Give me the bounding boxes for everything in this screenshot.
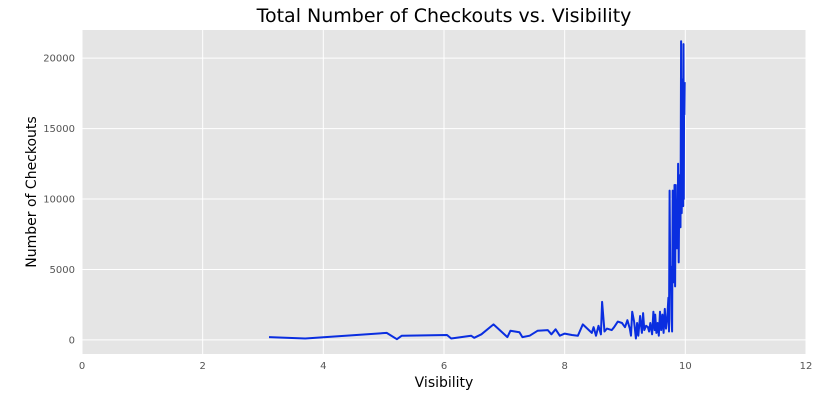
y-tick-label: 0 bbox=[69, 335, 75, 346]
x-axis-label: Visibility bbox=[415, 375, 474, 391]
x-tick-label: 4 bbox=[320, 361, 326, 372]
series-line-checkouts bbox=[268, 40, 686, 341]
grid-lines bbox=[81, 30, 807, 354]
y-axis-ticks: 0 5000 10000 15000 20000 bbox=[43, 54, 75, 347]
y-axis-label: Number of Checkouts bbox=[24, 116, 40, 267]
y-tick-label: 20000 bbox=[43, 54, 75, 65]
y-tick-label: 15000 bbox=[43, 124, 75, 135]
x-tick-label: 8 bbox=[561, 361, 567, 372]
x-tick-label: 6 bbox=[441, 361, 447, 372]
x-tick-label: 10 bbox=[679, 361, 692, 372]
x-tick-label: 2 bbox=[199, 361, 205, 372]
y-tick-label: 10000 bbox=[43, 195, 75, 206]
x-axis-ticks: 0 2 4 6 8 10 12 bbox=[79, 361, 813, 372]
x-tick-label: 12 bbox=[800, 361, 813, 372]
y-tick-label: 5000 bbox=[50, 265, 75, 276]
x-tick-label: 0 bbox=[79, 361, 85, 372]
chart-title: Total Number of Checkouts vs. Visibility bbox=[256, 5, 632, 27]
